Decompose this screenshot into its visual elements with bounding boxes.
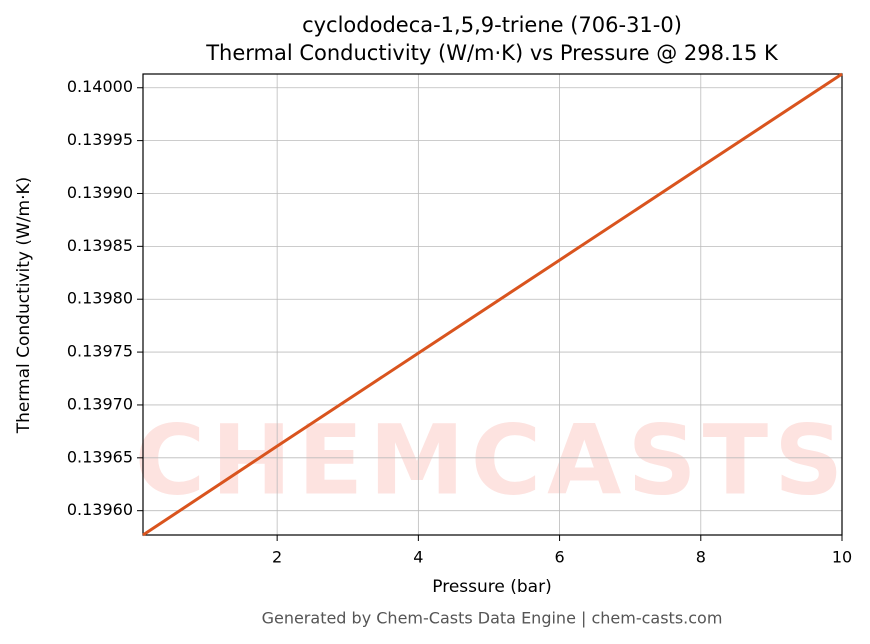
x-tick-label: 8: [696, 548, 706, 567]
x-tick-label: 4: [413, 548, 423, 567]
watermark: CHEMCASTS: [135, 404, 849, 516]
chart-title: cyclododeca-1,5,9-triene (706-31-0): [302, 13, 682, 37]
y-tick-label: 0.13990: [67, 183, 133, 202]
y-tick-label: 0.13975: [67, 342, 133, 361]
data-line: [142, 72, 843, 537]
y-tick-label: 0.13985: [67, 236, 133, 255]
x-tick-label: 6: [554, 548, 564, 567]
x-axis-label: Pressure (bar): [432, 577, 551, 597]
x-tick-label: 2: [272, 548, 282, 567]
y-tick-label: 0.14000: [67, 77, 133, 96]
y-tick-label: 0.13960: [67, 500, 133, 519]
y-axis-label: Thermal Conductivity (W/m·K): [14, 177, 34, 435]
y-tick-label: 0.13995: [67, 130, 133, 149]
footer: Generated by Chem-Casts Data Engine | ch…: [262, 609, 723, 628]
plot-frame: [142, 73, 843, 536]
y-tick-label: 0.13970: [67, 394, 133, 413]
y-tick-label: 0.13980: [67, 289, 133, 308]
chart-subtitle: Thermal Conductivity (W/m·K) vs Pressure…: [205, 41, 779, 65]
x-tick-label: 10: [832, 548, 852, 567]
y-tick-label: 0.13965: [67, 447, 133, 466]
